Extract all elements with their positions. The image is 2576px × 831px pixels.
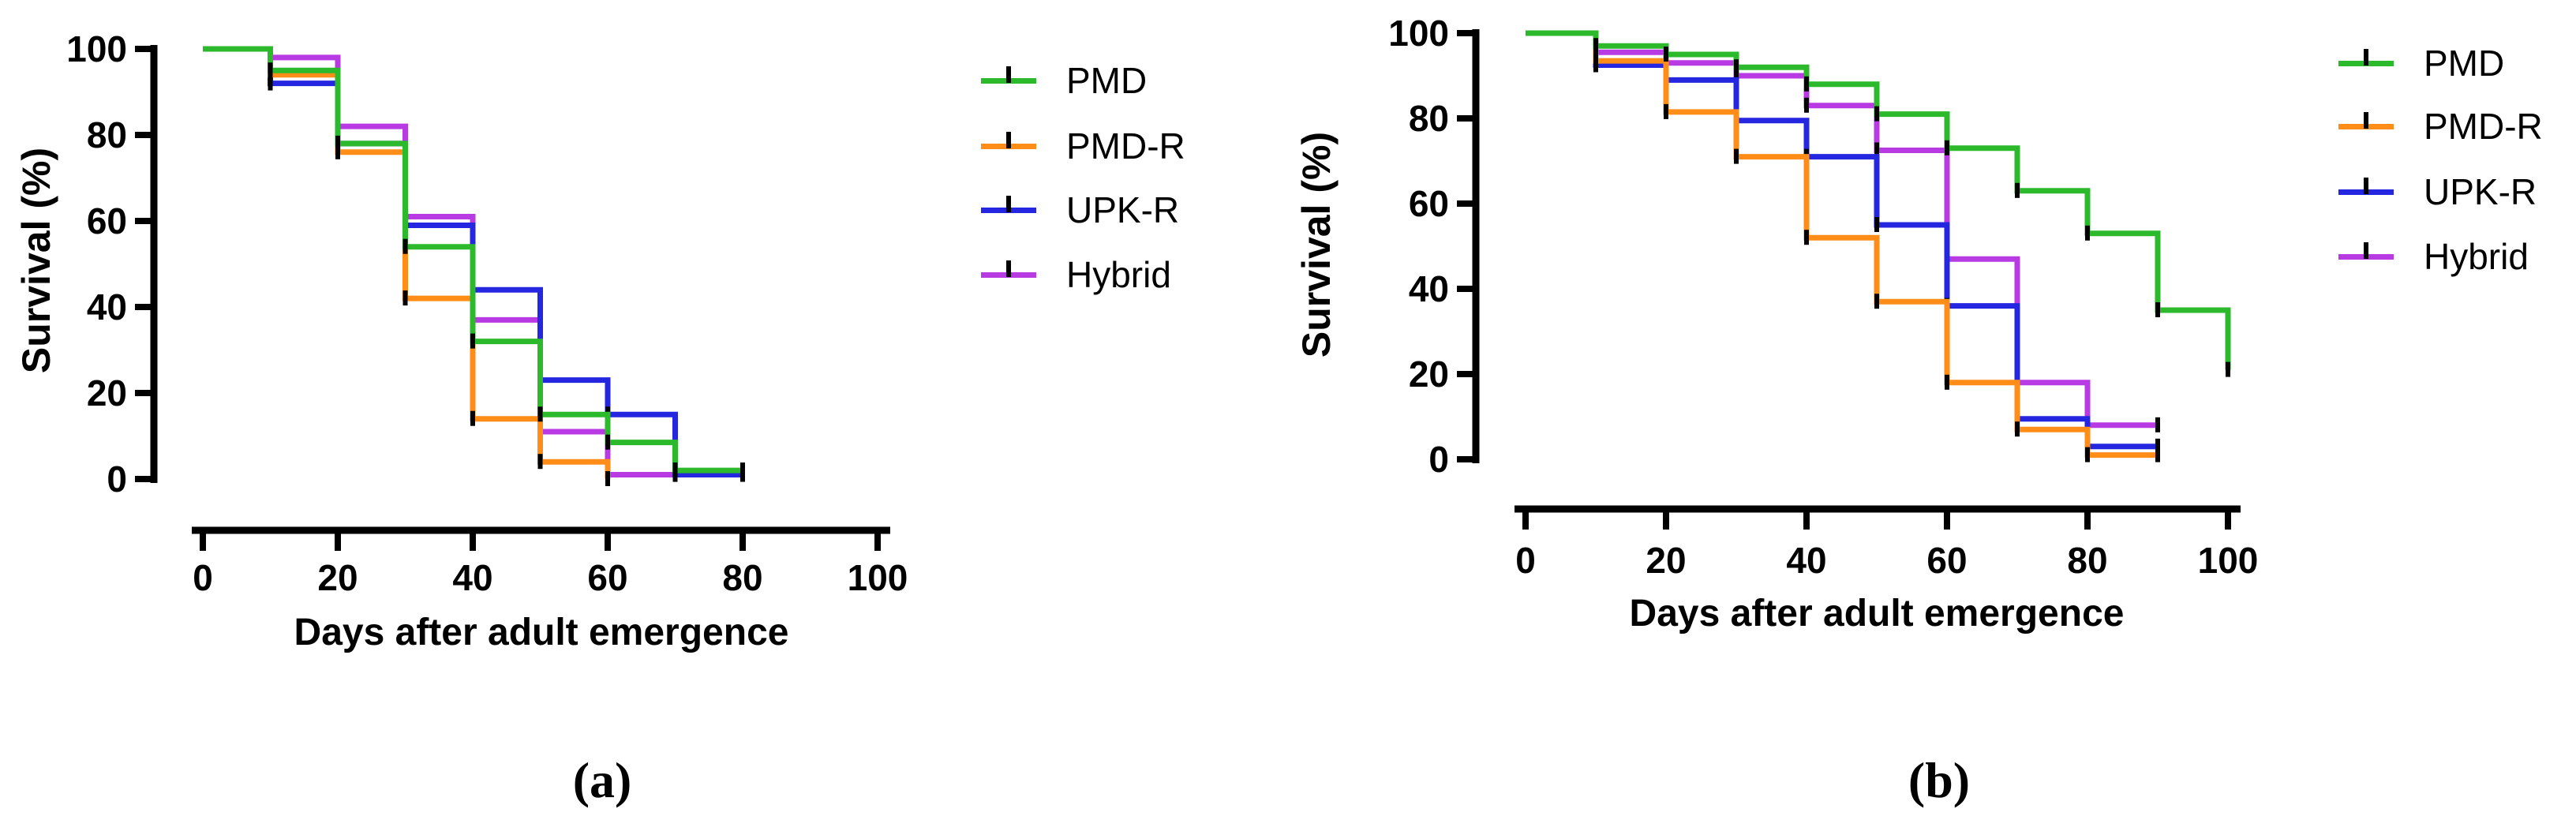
y-tick-label-b: 0 [1428, 439, 1449, 480]
censor-tick-icon [1006, 260, 1011, 277]
x-tick-label-b: 100 [2198, 540, 2259, 581]
y-axis-title-b: Survival (%) [1294, 131, 1339, 358]
legend-item-hybrid-a: Hybrid [981, 254, 1171, 295]
legend-item-pmd-r-b: PMD-R [2338, 106, 2543, 147]
legend-line-pmd-r-icon [981, 131, 1036, 149]
x-tick-label-a: 80 [722, 557, 762, 598]
y-tick-label-a: 40 [87, 286, 127, 328]
y-tick-label-a: 100 [66, 28, 127, 69]
y-tick-label-b: 80 [1409, 98, 1449, 139]
x-tick-label-b: 60 [1926, 540, 1967, 581]
y-axis-title-a: Survival (%) [14, 147, 58, 374]
legend-line-pmd-icon [981, 66, 1036, 84]
legend-label-upk-r: UPK-R [1066, 189, 1180, 230]
legend-item-upk-r-b: UPK-R [2338, 171, 2537, 212]
y-tick-label-b: 40 [1409, 268, 1449, 309]
legend-line-pmd-icon [2338, 48, 2394, 66]
legend-line-upk-r-icon [2338, 177, 2394, 195]
x-axis-title-a: Days after adult emergence [294, 612, 789, 653]
censor-tick-icon [2364, 48, 2368, 66]
x-tick-label-b: 0 [1515, 540, 1536, 581]
x-axis-title-b: Days after adult emergence [1629, 593, 2125, 634]
censor-tick-icon [2364, 177, 2368, 194]
legend-label-hybrid: Hybrid [1066, 254, 1171, 295]
legend-line-hybrid-icon [981, 260, 1036, 278]
legend-label-upk-r: UPK-R [2424, 171, 2537, 212]
censor-tick-icon [1006, 195, 1011, 212]
y-tick-label-b: 20 [1409, 354, 1449, 395]
curve-upk-r-b [1526, 30, 2158, 450]
legend-label-pmd: PMD [2424, 43, 2505, 84]
legend-item-pmd-r-a: PMD-R [981, 125, 1185, 167]
curve-hybrid-a [203, 46, 676, 478]
legend-label-pmd-r: PMD-R [2424, 106, 2543, 147]
x-tick-label-a: 100 [848, 557, 908, 598]
x-tick-label-b: 80 [2067, 540, 2107, 581]
legend-item-hybrid-b: Hybrid [2338, 236, 2529, 277]
legend-item-upk-r-a: UPK-R [981, 189, 1180, 230]
censor-tick-icon [2364, 241, 2368, 259]
censor-tick-icon [1006, 66, 1011, 83]
curve-pmd-a [203, 46, 743, 474]
x-tick-label-a: 0 [193, 557, 213, 598]
y-tick-label-a: 80 [87, 114, 127, 155]
x-tick-label-b: 20 [1646, 540, 1686, 581]
censor-tick-icon [2364, 111, 2368, 129]
x-tick-label-a: 40 [452, 557, 492, 598]
legend-item-pmd-a: PMD [981, 60, 1148, 101]
y-tick-label-b: 60 [1409, 183, 1449, 224]
curve-hybrid-b [1526, 30, 2158, 429]
x-tick-label-a: 60 [587, 557, 627, 598]
legend-item-pmd-b: PMD [2338, 43, 2505, 84]
censor-tick-icon [1006, 131, 1011, 148]
curve-pmd-r-b [1526, 30, 2158, 459]
x-tick-label-b: 40 [1786, 540, 1826, 581]
legend-line-upk-r-icon [981, 195, 1036, 213]
y-tick-label-a: 60 [87, 200, 127, 241]
y-tick-label-a: 20 [87, 372, 127, 414]
legend-label-pmd: PMD [1066, 60, 1148, 101]
y-tick-label-b: 100 [1388, 13, 1449, 54]
y-tick-label-a: 0 [107, 459, 127, 500]
legend-line-hybrid-icon [2338, 241, 2394, 260]
x-tick-label-a: 20 [317, 557, 358, 598]
panel-caption-b: (b) [1908, 752, 1971, 808]
legend-label-hybrid: Hybrid [2424, 236, 2529, 277]
panel-caption-a: (a) [572, 752, 632, 808]
legend-label-pmd-r: PMD-R [1066, 125, 1185, 167]
legend-line-pmd-r-icon [2338, 111, 2394, 129]
